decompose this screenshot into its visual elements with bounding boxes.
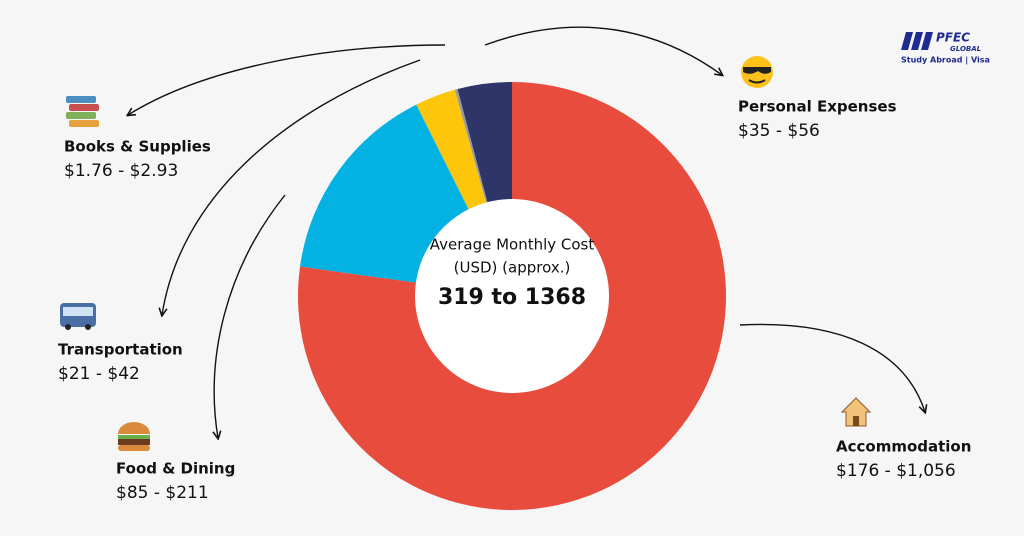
category-name: Transportation [58,341,183,359]
logo-bar [901,32,913,50]
icon [748,79,766,84]
icon [118,422,150,434]
category-name: Books & Supplies [64,138,211,156]
icon [85,324,91,330]
category-name: Food & Dining [116,460,235,478]
icon [118,435,150,439]
icon [66,96,96,103]
icon [743,67,771,74]
center-title: Average Monthly Cost [430,236,595,254]
logo-bar [921,32,933,50]
donut-segment [300,104,470,283]
icon [840,397,872,427]
icon [63,307,93,316]
donut-segment [457,82,512,204]
category-name: Personal Expenses [738,98,897,116]
arrow [128,44,446,115]
category-label: Books & Supplies $1.76 - $2.93 [64,96,211,181]
arrow [162,59,421,315]
category-label: Food & Dining $85 - $211 [116,422,235,503]
value-label: $85 - $211 [116,483,209,503]
icon [118,445,150,451]
icon [69,120,99,127]
logo: PFEC GLOBAL Study Abroad | Visa [901,31,990,65]
arrow [214,194,286,438]
value-label: $21 - $42 [58,364,140,384]
arrow [484,26,722,75]
category-label: Accommodation $176 - $1,056 [836,397,971,481]
center-value: 319 to 1368 [438,285,586,310]
donut-segment [454,89,488,204]
labels: Accommodation $176 - $1,056 Food & Dining $… [58,56,971,503]
logo-sub: GLOBAL [950,45,981,53]
icon [118,439,150,445]
icon [853,416,859,426]
value-label: $1.76 - $2.93 [64,161,178,181]
icon [65,324,71,330]
logo-name: PFEC [936,31,970,45]
value-label: $176 - $1,056 [836,461,956,481]
icon [66,112,96,119]
arrow [739,323,925,412]
category-label: Personal Expenses $35 - $56 [738,56,897,141]
category-label: Transportation $21 - $42 [58,303,183,384]
category-name: Accommodation [836,438,971,456]
donut-segment [298,82,726,510]
donut-segment [416,89,487,211]
donut-hole [415,199,609,393]
donut [298,82,726,510]
icon [69,104,99,111]
arrows [128,26,925,438]
center-title: (USD) (approx.) [454,259,571,277]
logo-bar [911,32,923,50]
value-label: $35 - $56 [738,121,820,141]
logo-tagline: Study Abroad | Visa [901,56,990,65]
